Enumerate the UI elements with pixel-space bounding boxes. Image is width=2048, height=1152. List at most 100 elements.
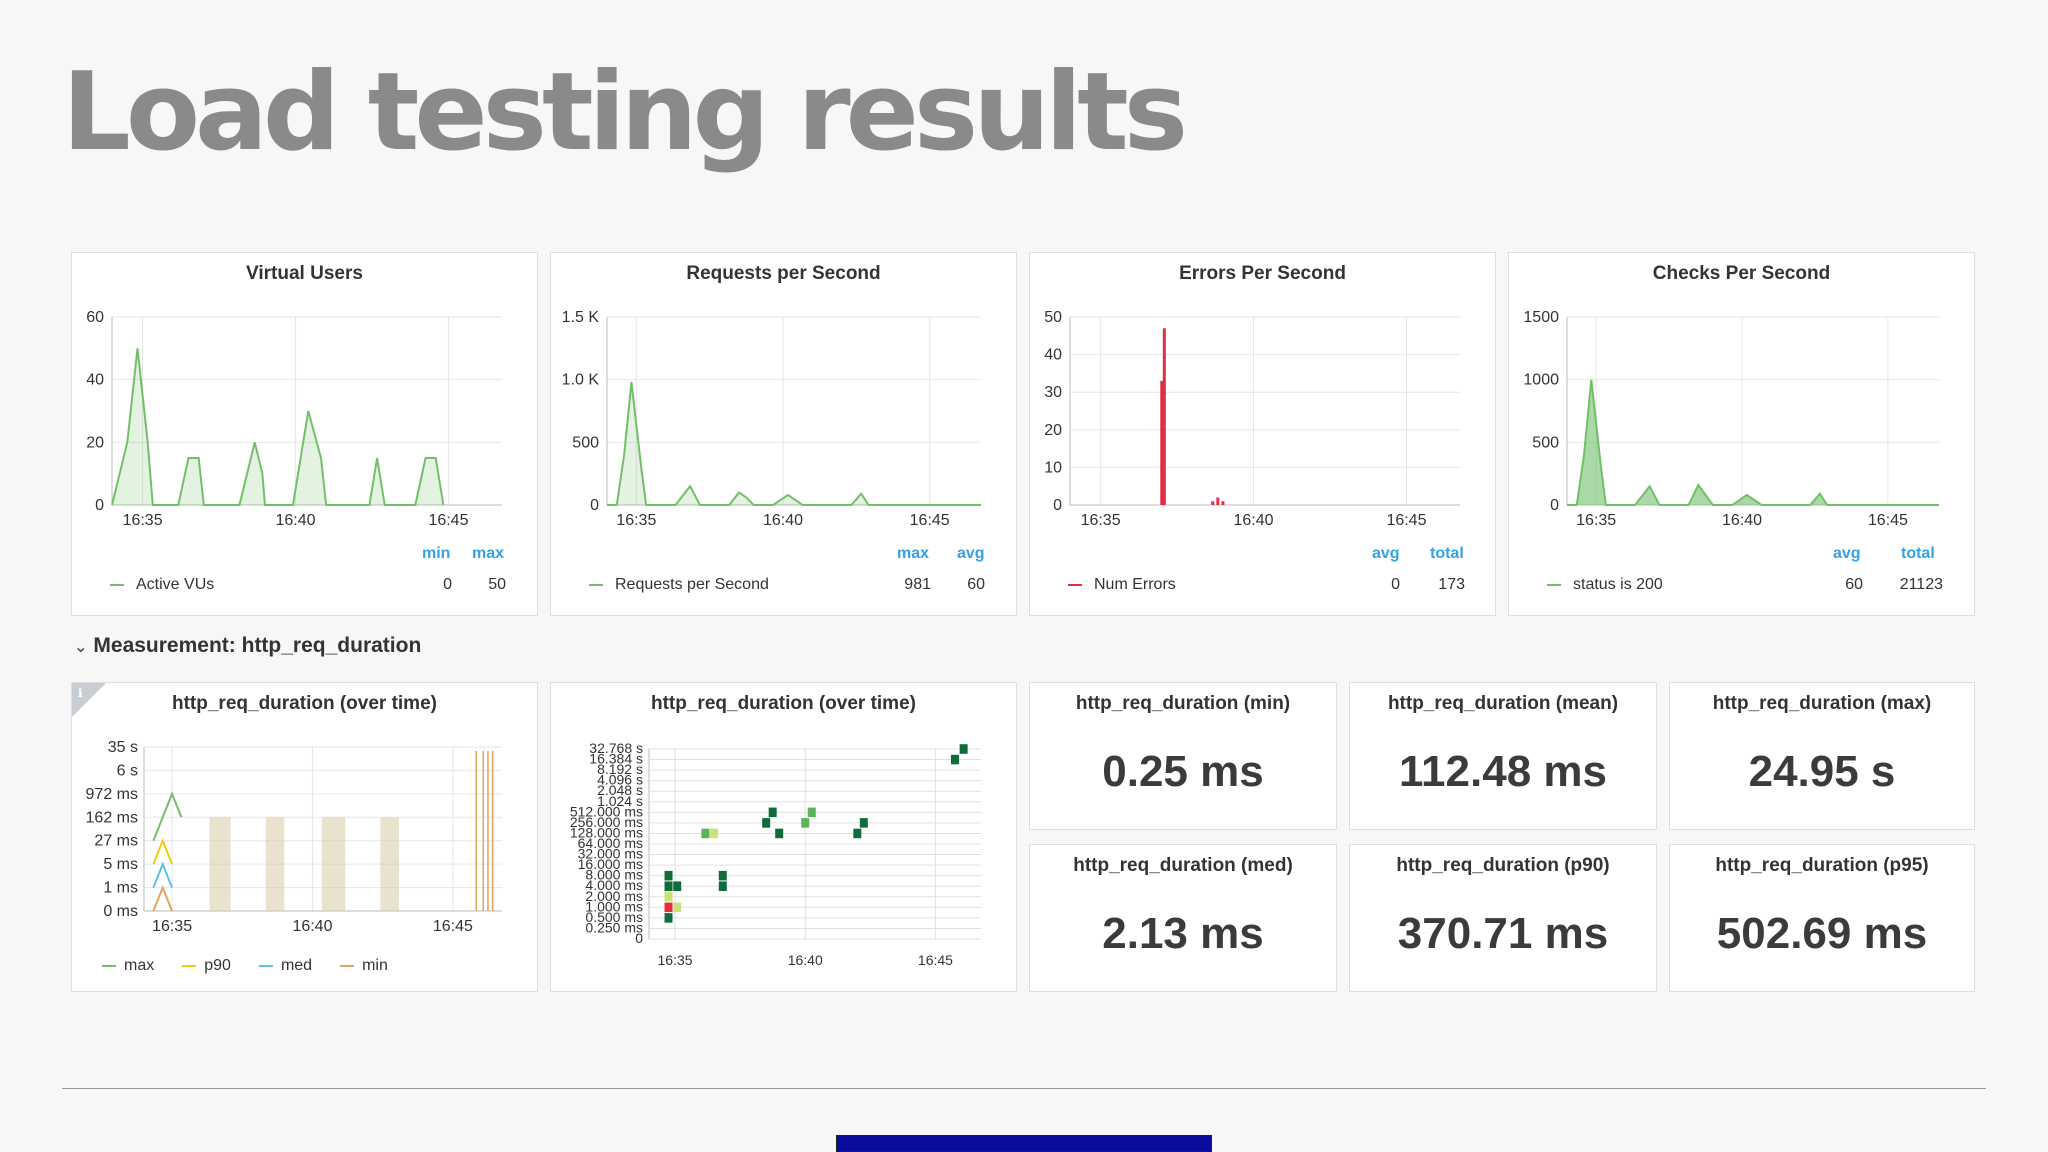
stat-label[interactable]: http_req_duration (med) — [1073, 855, 1293, 876]
y-tick-label: 972 ms — [86, 786, 138, 803]
y-tick-label: 512.000 ms — [570, 803, 643, 819]
panel-title[interactable]: http_req_duration (over time) — [172, 693, 437, 714]
y-tick-label: 5 ms — [103, 856, 138, 873]
legend-label: med — [280, 957, 313, 974]
legend-series-item[interactable]: Active VUs — [110, 576, 214, 594]
activity-block — [380, 817, 400, 911]
legend-head-avg[interactable]: avg — [1372, 545, 1400, 562]
heatmap-cell — [801, 818, 810, 828]
activity-block — [265, 817, 285, 911]
checks-per-second-panel[interactable]: Checks Per Second 1500 1000 500 0 16:35 16:40… — [1508, 252, 1975, 616]
y-tick-label: 500 — [1532, 434, 1559, 451]
footer-bar — [836, 1135, 1212, 1152]
legend-series-label: Active VUs — [136, 576, 215, 593]
measurement-section-toggle[interactable]: ⌄ Measurement: http_req_duration — [74, 634, 421, 658]
x-tick-label: 16:45 — [918, 952, 953, 968]
legend-swatch — [1547, 583, 1561, 586]
y-tick-label: 10 — [1044, 459, 1062, 476]
heatmap-cell — [768, 807, 777, 818]
stat-panel-min[interactable]: http_req_duration (min) 0.25 ms — [1029, 682, 1337, 830]
errors-per-second-panel[interactable]: Errors Per Second 50 40 30 20 10 0 16:35 16:40 1… — [1029, 252, 1496, 616]
series-line — [1567, 379, 1939, 506]
y-tick-label: 40 — [1044, 347, 1062, 364]
y-tick-label: 32.768 s — [589, 740, 643, 756]
legend-value-total: 173 — [1438, 576, 1465, 593]
y-tick-label: 0 — [95, 497, 104, 514]
panel-title[interactable]: Requests per Second — [686, 263, 881, 284]
y-tick-label: 20 — [1044, 422, 1062, 439]
requests-per-second-panel[interactable]: Requests per Second 1.5 K 1.0 K 500 0 16:35 1… — [550, 252, 1017, 616]
legend-item-max[interactable]: max — [102, 957, 154, 974]
legend-item-p90[interactable]: p90 — [182, 957, 231, 974]
duration-line-panel[interactable]: i http_req_duration (over time) 35 s 6 s 9… — [71, 682, 538, 992]
chevron-down-icon: ⌄ — [74, 639, 88, 656]
stat-panel-p90[interactable]: http_req_duration (p90) 370.71 ms — [1349, 844, 1657, 992]
heatmap-cell — [701, 828, 710, 839]
stat-value: 112.48 ms — [1399, 747, 1607, 796]
info-icon[interactable]: i — [78, 686, 83, 700]
legend-head-avg[interactable]: avg — [957, 545, 985, 562]
y-tick-label: 4.096 s — [597, 772, 643, 788]
stat-label[interactable]: http_req_duration (p95) — [1715, 855, 1929, 876]
stat-label[interactable]: http_req_duration (max) — [1712, 693, 1932, 714]
series-line-p90 — [152, 838, 174, 865]
series-line-max — [152, 791, 183, 842]
stat-panel-mean[interactable]: http_req_duration (mean) 112.48 ms — [1349, 682, 1657, 830]
x-tick-label: 16:45 — [1868, 512, 1908, 529]
stat-label[interactable]: http_req_duration (min) — [1075, 693, 1291, 714]
y-tick-label: 30 — [1044, 384, 1062, 401]
y-tick-label: 40 — [86, 372, 104, 389]
y-tick-label: 64.000 ms — [578, 835, 643, 851]
legend-head-total[interactable]: total — [1901, 545, 1935, 562]
x-tick-label: 16:35 — [152, 918, 192, 935]
y-tick-label: 128.000 ms — [570, 824, 643, 840]
heatmap-cell — [710, 828, 719, 839]
panel-title[interactable]: http_req_duration (over time) — [651, 693, 916, 714]
stat-panel-p95[interactable]: http_req_duration (p95) 502.69 ms — [1669, 844, 1975, 992]
legend-item-med[interactable]: med — [258, 957, 313, 974]
requests-per-second-chart: 1.5 K 1.0 K 500 0 16:35 16:40 16:45 — [562, 309, 981, 529]
x-tick-label: 16:45 — [1386, 512, 1426, 529]
y-tick-label: 0 — [590, 497, 599, 514]
y-tick-label: 8.000 ms — [585, 867, 643, 883]
legend-head-max[interactable]: max — [897, 545, 930, 562]
legend-series-item[interactable]: Num Errors — [1068, 576, 1176, 594]
legend-swatch — [340, 964, 355, 967]
legend-head-total[interactable]: total — [1430, 545, 1464, 562]
legend-head-min[interactable]: min — [422, 545, 451, 562]
series-line — [607, 381, 981, 506]
legend-label: p90 — [204, 957, 231, 974]
x-tick-label: 16:40 — [788, 952, 823, 968]
panel-title[interactable]: Virtual Users — [246, 263, 363, 284]
stat-label[interactable]: http_req_duration (mean) — [1387, 693, 1619, 714]
panel-title[interactable]: Checks Per Second — [1652, 263, 1831, 284]
legend-series-item[interactable]: status is 200 — [1547, 576, 1663, 594]
legend-item-min[interactable]: min — [340, 957, 388, 974]
heatmap-cell — [664, 881, 673, 891]
info-corner[interactable] — [72, 683, 106, 717]
heatmap-cell — [664, 892, 673, 902]
heatmap-cell — [673, 902, 682, 913]
x-tick-label: 16:40 — [1234, 512, 1274, 529]
stat-panel-max[interactable]: http_req_duration (max) 24.95 s — [1669, 682, 1975, 830]
duration-heatmap-panel[interactable]: http_req_duration (over time) 32.768 s 16… — [550, 682, 1017, 992]
stat-label[interactable]: http_req_duration (p90) — [1396, 855, 1610, 876]
checks-per-second-chart: 1500 1000 500 0 16:35 16:40 16:45 — [1523, 309, 1939, 529]
y-tick-label: 32.000 ms — [578, 846, 643, 862]
series-line-med — [152, 861, 174, 888]
legend-head-avg[interactable]: avg — [1833, 545, 1861, 562]
error-bar — [1162, 328, 1166, 505]
y-tick-label: 27 ms — [94, 833, 138, 850]
stat-panel-med[interactable]: http_req_duration (med) 2.13 ms — [1029, 844, 1337, 992]
panel-title[interactable]: Errors Per Second — [1179, 263, 1346, 284]
x-tick-label: 16:45 — [433, 918, 473, 935]
virtual-users-panel[interactable]: Virtual Users 60 40 20 0 16:35 16:40 16:45 min… — [71, 252, 538, 616]
legend-series-item[interactable]: Requests per Second — [589, 576, 769, 594]
y-tick-label: 0 ms — [103, 903, 138, 920]
legend-value-avg: 60 — [1845, 576, 1863, 593]
legend-series-label: Requests per Second — [615, 576, 769, 593]
legend-head-max[interactable]: max — [472, 545, 505, 562]
y-tick-label: 2.048 s — [597, 782, 643, 798]
heatmap-cell — [807, 807, 816, 818]
duration-heatmap-chart: 32.768 s16.384 s8.192 s4.096 s2.048 s1.0… — [570, 740, 981, 968]
